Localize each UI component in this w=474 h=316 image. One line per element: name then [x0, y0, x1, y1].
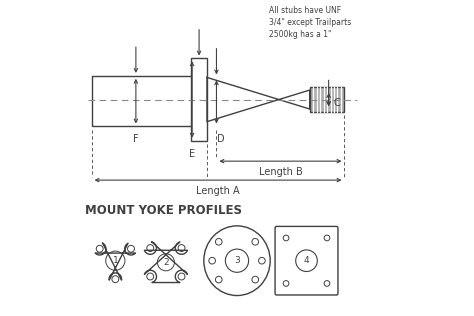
Text: All stubs have UNF
3/4" except Trailparts
2500kg has a 1": All stubs have UNF 3/4" except Trailpart…: [269, 6, 351, 39]
Text: 1: 1: [112, 256, 118, 265]
Text: F: F: [133, 134, 139, 144]
Text: Length B: Length B: [259, 167, 302, 178]
Text: 4: 4: [304, 256, 310, 265]
FancyBboxPatch shape: [275, 226, 338, 295]
Text: 2: 2: [163, 258, 169, 267]
Bar: [310, 87, 345, 112]
Text: Length A: Length A: [196, 186, 240, 197]
Text: E: E: [189, 149, 195, 159]
Bar: [191, 58, 207, 141]
Bar: [91, 76, 199, 126]
Ellipse shape: [204, 226, 270, 295]
Text: 3: 3: [234, 256, 240, 265]
Text: MOUNT YOKE PROFILES: MOUNT YOKE PROFILES: [85, 204, 242, 217]
Text: C: C: [333, 98, 340, 108]
Text: D: D: [218, 134, 225, 144]
